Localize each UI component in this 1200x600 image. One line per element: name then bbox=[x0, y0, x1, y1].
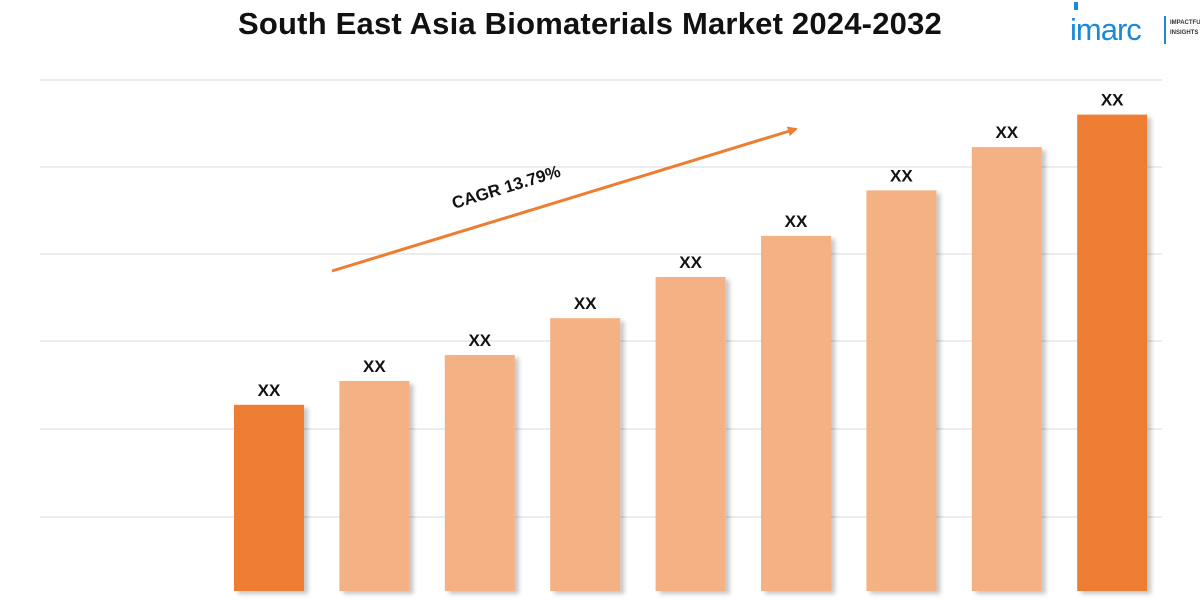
data-labels: XX XX XX XX XX XX XX XX XX bbox=[258, 91, 1125, 400]
bar-data-label: XX bbox=[785, 212, 808, 231]
logo-tagline-line-2: INSIGHTS bbox=[1170, 30, 1199, 36]
bar bbox=[1077, 114, 1148, 591]
logo-tagline-line-1: IMPACTFUL bbox=[1170, 20, 1200, 26]
bar-data-label: XX bbox=[995, 123, 1018, 142]
logo-wordmark: imarc bbox=[1070, 12, 1142, 47]
bar-data-label: XX bbox=[468, 331, 491, 350]
bar bbox=[761, 235, 831, 591]
cagr-arrow-icon bbox=[331, 126, 798, 273]
imarc-logo: imarc IMPACTFUL INSIGHTS bbox=[1068, 2, 1200, 52]
bar bbox=[550, 318, 621, 591]
cagr-annotation: CAGR 13.79% bbox=[331, 126, 798, 273]
bar bbox=[234, 404, 304, 591]
bar-data-label: XX bbox=[363, 357, 386, 376]
bar-data-label: XX bbox=[258, 381, 281, 400]
bar-data-label: XX bbox=[1101, 91, 1124, 110]
bar bbox=[866, 190, 937, 591]
bar-data-label: XX bbox=[679, 253, 702, 272]
logo-divider bbox=[1164, 16, 1166, 44]
bar bbox=[655, 277, 726, 591]
logo-tagline: IMPACTFUL INSIGHTS bbox=[1170, 18, 1200, 38]
bar bbox=[339, 381, 410, 591]
bars bbox=[234, 114, 1148, 591]
chart-title: South East Asia Biomaterials Market 2024… bbox=[238, 6, 942, 41]
logo-dot-icon bbox=[1074, 2, 1078, 10]
bar-data-label: XX bbox=[574, 294, 597, 313]
bar bbox=[971, 147, 1042, 591]
bar bbox=[444, 355, 515, 591]
bar-data-label: XX bbox=[890, 166, 913, 185]
